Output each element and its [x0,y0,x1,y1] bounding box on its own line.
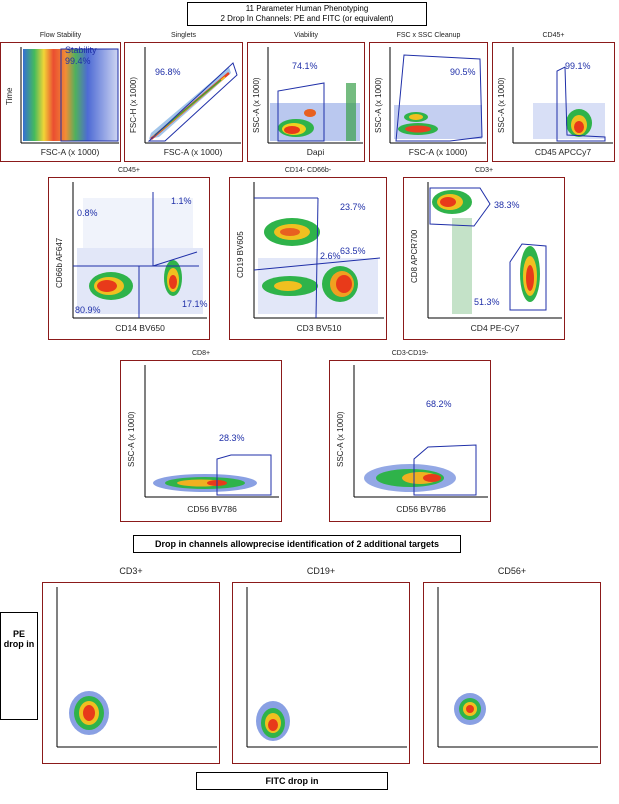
pe-label-line1: PE [12,629,25,639]
cleanup-pct: 90.5% [450,67,476,77]
drop-title-cd3: CD3+ [119,566,143,576]
y-axis-label: SSC-A (x 1000) [252,77,261,133]
x-axis-label: FSC-A (x 1000) [40,147,100,157]
quad-ur-pct: 1.1% [171,196,192,206]
y-axis-label: FSC-H (x 1000) [129,76,138,133]
plot-title-cd4-cd8: CD3+ [474,167,494,174]
plot-cleanup: 90.5% SSC-A (x 1000) FSC-A (x 1000) [369,42,488,162]
bcell-pct: 23.7% [340,202,366,212]
figure-title-line2: 2 Drop In Channels: PE and FITC (or equi… [220,14,394,23]
stability-pct: 99.4% [65,56,91,66]
x-axis-label: CD14 BV650 [115,323,165,333]
plot-cd45: 99.1% SSC-A (x 1000) CD45 APCCy7 [492,42,615,162]
pe-drop-in-label: PE drop in [0,612,38,720]
fitc-drop-in-label: FITC drop in [196,772,388,790]
cd45-pct: 99.1% [565,61,591,71]
figure-title-line1: 11 Parameter Human Phenotyping [245,4,369,13]
drop-plot-cd3 [42,582,220,764]
nkt-gate [216,454,272,496]
double-pos-pct: 2.6% [320,251,341,261]
cleanup-gate [395,54,483,142]
y-axis-label: CD19 BV605 [236,231,245,278]
x-axis-label: CD56 BV786 [396,504,446,514]
y-axis-label: CD8 APCR700 [410,229,419,283]
nkt-pct: 28.3% [219,433,245,443]
x-axis-label: FSC-A (x 1000) [163,147,223,157]
y-axis-label: SSC-A (x 1000) [127,411,136,467]
drop-plot-cd56 [423,582,601,764]
plot-singlets: 96.8% FSC-H (x 1000) FSC-A (x 1000) [124,42,243,162]
plot-cd14-cd66b: 0.8% 1.1% 80.9% 17.1% CD66b AF647 CD14 B… [48,177,210,340]
plot-title-viability: Viability [294,32,318,39]
y-axis-label: SSC-A (x 1000) [374,77,383,133]
plot-title-cd45: CD45+ [542,32,565,39]
drop-plot-cd19 [232,582,410,764]
y-axis-label: SSC-A (x 1000) [497,77,506,133]
x-axis-label: Dapi [306,147,325,157]
stability-gate-label: Stability [65,45,97,55]
plot-flow-stability: Stability 99.4% Time FSC-A (x 1000) [0,42,121,162]
quad-ll-pct: 80.9% [75,305,101,315]
plot-title-flow-stability: Flow Stability [39,32,82,39]
plot-title-cd8-cd56: CD8+ [191,350,211,357]
cd4-pct: 51.3% [474,297,500,307]
stability-population [23,49,118,141]
singlets-pct: 96.8% [155,67,181,77]
quad-lr-pct: 17.1% [182,299,208,309]
x-axis-label: CD4 PE-Cy7 [470,323,520,333]
singlets-gate [147,62,238,142]
plot-cd8-cd56: 28.3% SSC-A (x 1000) CD56 BV786 [120,360,282,522]
y-axis-label: Time [5,87,14,105]
cd4-gate [509,243,547,311]
y-axis-label: SSC-A (x 1000) [336,411,345,467]
viability-gate [277,82,325,142]
plot-title-cleanup: FSC x SSC Cleanup [396,32,461,39]
quad-ul-pct: 0.8% [77,208,98,218]
y-axis-label: CD66b AF647 [55,237,64,288]
nk-pct: 68.2% [426,399,452,409]
figure-title-box: 11 Parameter Human Phenotyping 2 Drop In… [187,2,427,26]
stability-gate [60,48,119,142]
x-axis-label: FSC-A (x 1000) [408,147,468,157]
plot-viability: 74.1% SSC-A (x 1000) Dapi [247,42,365,162]
plot-cd4-cd8: 38.3% 51.3% CD8 APCR700 CD4 PE-Cy7 [403,177,565,340]
pe-label-line2: drop in [3,639,35,649]
cd8-pct: 38.3% [494,200,520,210]
x-axis-label: CD45 APCCy7 [534,147,592,157]
x-axis-label: CD3 BV510 [296,323,342,333]
plot-cd3-cd19: 23.7% 2.6% 63.5% CD19 BV605 CD3 BV510 [229,177,387,340]
plot-title-nk-cd56: CD3-CD19- [391,350,429,357]
tcell-pct: 63.5% [340,246,366,256]
plot-title-cd14-cd66b: CD45+ [118,167,140,174]
drop-title-cd19: CD19+ [306,566,336,576]
viability-pct: 74.1% [292,61,318,71]
plot-title-cd3-cd19: CD14- CD66b- [284,167,332,174]
plot-nk-cd56: 68.2% SSC-A (x 1000) CD56 BV786 [329,360,491,522]
cd8-gate [429,187,491,227]
drop-in-note: Drop in channels allowprecise identifica… [133,535,461,553]
nk-gate [413,444,477,496]
drop-title-cd56: CD56+ [497,566,527,576]
plot-title-singlets: Singlets [171,32,196,39]
cd45-gate [556,66,606,142]
x-axis-label: CD56 BV786 [187,504,237,514]
